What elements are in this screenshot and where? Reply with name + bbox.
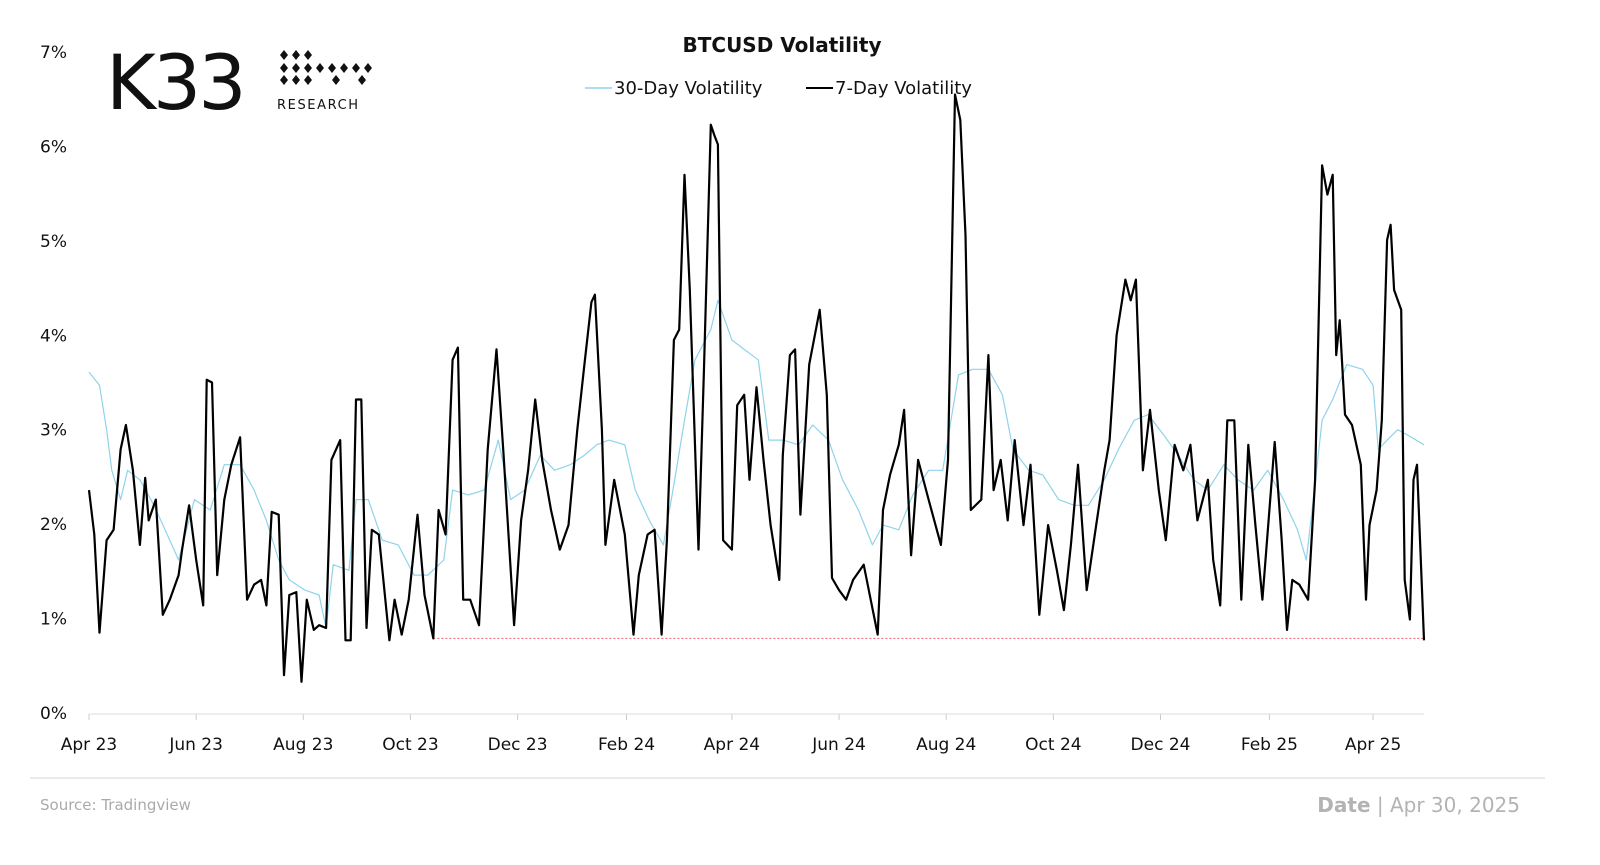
x-tick-label: Aug 24 (916, 735, 976, 755)
x-tick-label: Dec 24 (1131, 735, 1191, 755)
legend: 30-Day Volatility 7-Day Volatility (585, 78, 972, 99)
x-tick-label: Apr 23 (61, 735, 117, 755)
logo-diamond-icon (292, 75, 300, 85)
legend-label-30d: 30-Day Volatility (614, 78, 763, 99)
logo-diamond-icon (352, 63, 360, 73)
date-separator: | (1371, 793, 1390, 817)
series-7-day-line (87, 93, 1426, 683)
x-tick-label: Feb 24 (598, 735, 655, 755)
logo-diamond-icon (328, 63, 336, 73)
logo-diamond-icon (364, 63, 372, 73)
x-tick-label: Apr 25 (1345, 735, 1401, 755)
logo-diamond-icon (280, 75, 288, 85)
source-text: Source: Tradingview (40, 796, 191, 814)
logo-diamond-icon (316, 63, 324, 73)
x-tick-label: Aug 23 (273, 735, 333, 755)
y-tick-label: 5% (40, 232, 67, 252)
logo-diamond-icon (304, 50, 312, 60)
logo-diamond-icon (304, 63, 312, 73)
logo-mark: K33 (106, 38, 244, 127)
logo-sub: RESEARCH (277, 98, 360, 113)
logo-diamond-icon (304, 75, 312, 85)
logo-diamond-icon (292, 63, 300, 73)
x-tick-label: Jun 23 (168, 735, 223, 755)
y-tick-label: 6% (40, 137, 67, 157)
x-tick-label: Feb 25 (1241, 735, 1298, 755)
y-tick-label: 7% (40, 43, 67, 63)
logo-diamond-icon (340, 63, 348, 73)
plot-area (87, 93, 1426, 683)
x-tick-label: Oct 23 (382, 735, 438, 755)
y-tick-label: 3% (40, 421, 67, 441)
logo-diamond-pattern (280, 50, 372, 85)
y-axis: 0% 1% 2% 3% 4% 5% 6% 7% (40, 43, 67, 724)
series-30-day-line (88, 299, 1425, 629)
x-tick-label: Oct 24 (1025, 735, 1081, 755)
logo-diamond-icon (358, 75, 366, 85)
logo-diamond-icon (280, 50, 288, 60)
chart-title: BTCUSD Volatility (683, 33, 882, 57)
date-stamp: Date | Apr 30, 2025 (1317, 793, 1520, 817)
logo-diamond-icon (280, 63, 288, 73)
logo-diamond-icon (292, 50, 300, 60)
x-tick-label: Jun 24 (811, 735, 866, 755)
y-tick-label: 0% (40, 704, 67, 724)
legend-label-7d: 7-Day Volatility (835, 78, 972, 99)
x-axis: Apr 23 Jun 23 Aug 23 Oct 23 Dec 23 Feb 24 Apr … (61, 714, 1401, 755)
logo-diamond-icon (332, 75, 340, 85)
logo: K33 RESEARCH (106, 38, 372, 127)
y-tick-label: 1% (40, 610, 67, 630)
x-tick-label: Apr 24 (704, 735, 760, 755)
y-tick-label: 4% (40, 326, 67, 346)
date-label: Date (1317, 793, 1370, 817)
x-tick-label: Dec 23 (488, 735, 548, 755)
date-value: Apr 30, 2025 (1390, 793, 1520, 817)
y-tick-label: 2% (40, 515, 67, 535)
